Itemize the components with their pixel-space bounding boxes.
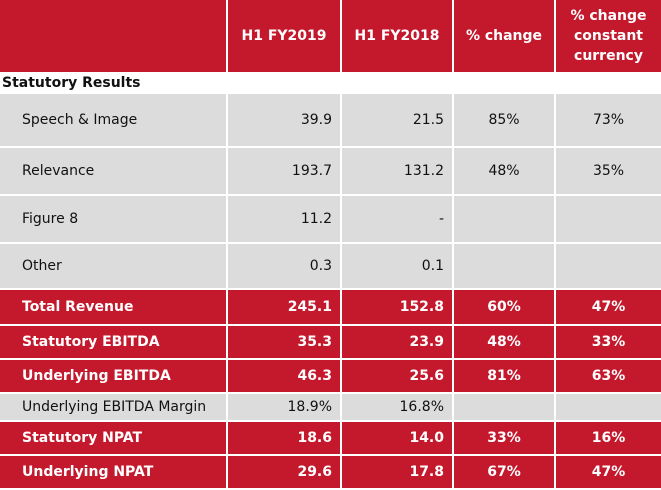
cell-h1-fy2019: 18.9%: [228, 394, 342, 422]
cell-pct-change-constant: 47%: [556, 290, 661, 326]
cell-pct-change-constant: 73%: [556, 94, 661, 148]
header-cell-pct-change-constant: % change constant currency: [556, 0, 661, 72]
cell-h1-fy2019: 29.6: [228, 456, 342, 490]
row-label: Other: [0, 244, 228, 290]
cell-h1-fy2018: 14.0: [342, 422, 454, 456]
cell-h1-fy2019: 46.3: [228, 360, 342, 394]
cell-pct-change-constant: 63%: [556, 360, 661, 394]
table-row: Underlying EBITDA Margin 18.9% 16.8%: [0, 394, 661, 422]
row-label: Speech & Image: [0, 94, 228, 148]
cell-h1-fy2019: 39.9: [228, 94, 342, 148]
table-row: Figure 8 11.2 -: [0, 196, 661, 244]
cell-h1-fy2018: 25.6: [342, 360, 454, 394]
cell-pct-change: 48%: [454, 326, 556, 360]
cell-h1-fy2019: 0.3: [228, 244, 342, 290]
cell-h1-fy2018: 131.2: [342, 148, 454, 196]
table-row: Statutory EBITDA 35.3 23.9 48% 33%: [0, 326, 661, 360]
cell-h1-fy2019: 245.1: [228, 290, 342, 326]
cell-h1-fy2018: 0.1: [342, 244, 454, 290]
row-label: Underlying EBITDA: [0, 360, 228, 394]
cell-pct-change: 33%: [454, 422, 556, 456]
cell-h1-fy2018: -: [342, 196, 454, 244]
header-cell-h1-fy2018: H1 FY2018: [342, 0, 454, 72]
row-label: Underlying EBITDA Margin: [0, 394, 228, 422]
table-row: Total Revenue 245.1 152.8 60% 47%: [0, 290, 661, 326]
row-label: Statutory NPAT: [0, 422, 228, 456]
cell-h1-fy2019: 35.3: [228, 326, 342, 360]
row-label: Figure 8: [0, 196, 228, 244]
cell-pct-change-constant: 35%: [556, 148, 661, 196]
table-row: Underlying NPAT 29.6 17.8 67% 47%: [0, 456, 661, 490]
cell-h1-fy2018: 23.9: [342, 326, 454, 360]
table-row: Relevance 193.7 131.2 48% 35%: [0, 148, 661, 196]
table-row: Underlying EBITDA 46.3 25.6 81% 63%: [0, 360, 661, 394]
cell-pct-change-constant: [556, 394, 661, 422]
header-cell-pct-change: % change: [454, 0, 556, 72]
cell-h1-fy2018: 16.8%: [342, 394, 454, 422]
cell-h1-fy2019: 18.6: [228, 422, 342, 456]
table-row: Speech & Image 39.9 21.5 85% 73%: [0, 94, 661, 148]
cell-h1-fy2019: 193.7: [228, 148, 342, 196]
header-cell-label: [0, 0, 228, 72]
cell-pct-change: [454, 196, 556, 244]
cell-h1-fy2018: 17.8: [342, 456, 454, 490]
cell-pct-change: 60%: [454, 290, 556, 326]
cell-pct-change-constant: [556, 244, 661, 290]
cell-pct-change: 48%: [454, 148, 556, 196]
cell-pct-change: 67%: [454, 456, 556, 490]
cell-pct-change: [454, 394, 556, 422]
cell-h1-fy2019: 11.2: [228, 196, 342, 244]
cell-pct-change: [454, 244, 556, 290]
table-header-row: H1 FY2019 H1 FY2018 % change % change co…: [0, 0, 661, 72]
row-label: Underlying NPAT: [0, 456, 228, 490]
cell-h1-fy2018: 152.8: [342, 290, 454, 326]
cell-pct-change-constant: 16%: [556, 422, 661, 456]
table-row: Statutory NPAT 18.6 14.0 33% 16%: [0, 422, 661, 456]
cell-pct-change-constant: 33%: [556, 326, 661, 360]
cell-pct-change-constant: [556, 196, 661, 244]
cell-pct-change-constant: 47%: [556, 456, 661, 490]
cell-pct-change: 81%: [454, 360, 556, 394]
cell-h1-fy2018: 21.5: [342, 94, 454, 148]
header-cell-h1-fy2019: H1 FY2019: [228, 0, 342, 72]
cell-pct-change: 85%: [454, 94, 556, 148]
row-label: Statutory EBITDA: [0, 326, 228, 360]
section-row: Statutory Results: [0, 72, 661, 94]
row-label: Relevance: [0, 148, 228, 196]
row-label: Total Revenue: [0, 290, 228, 326]
section-title: Statutory Results: [2, 75, 141, 91]
table-row: Other 0.3 0.1: [0, 244, 661, 290]
